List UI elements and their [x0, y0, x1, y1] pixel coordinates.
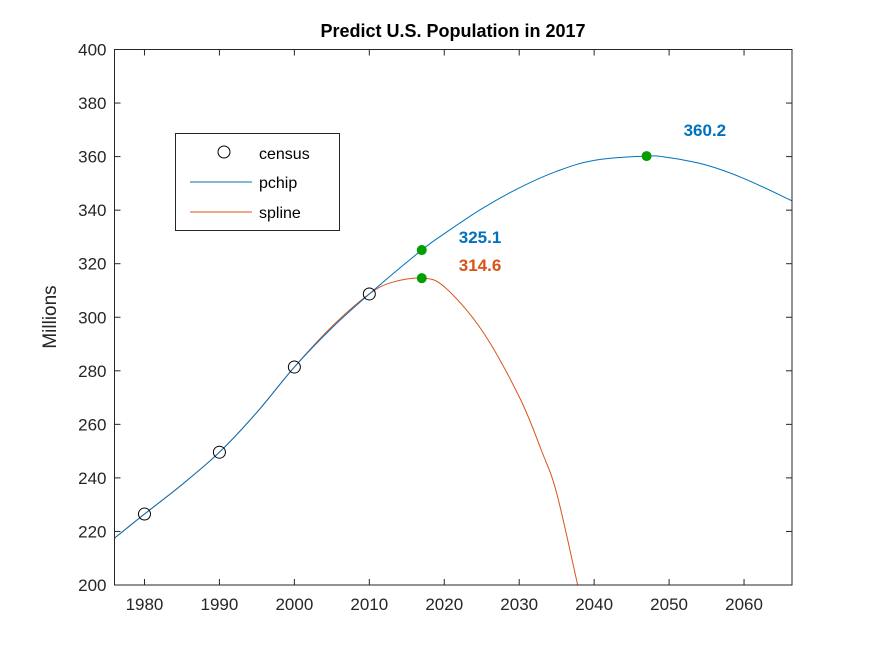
legend-pchip-label: pchip: [259, 175, 297, 192]
legend-spline-label: spline: [259, 205, 301, 222]
y-tick-label: 280: [78, 362, 106, 381]
x-tick-label: 2040: [575, 595, 613, 614]
legend-census-label: census: [259, 146, 310, 163]
x-tick-label: 2030: [500, 595, 538, 614]
x-tick-label: 1980: [126, 595, 164, 614]
legend: census pchip spline: [175, 133, 340, 231]
x-tick-label: 2020: [425, 595, 463, 614]
y-tick-label: 360: [78, 148, 106, 167]
y-tick-label: 220: [78, 522, 106, 541]
y-tick-label: 320: [78, 255, 106, 274]
y-tick-label: 340: [78, 201, 106, 220]
x-tick-label: 2050: [650, 595, 688, 614]
y-tick-label: 400: [78, 41, 106, 60]
census-point: [137, 507, 151, 521]
census-point: [362, 287, 376, 301]
prediction-label: 325.1: [459, 228, 502, 247]
prediction-label: 314.6: [459, 256, 502, 275]
prediction-marker: [416, 273, 427, 284]
x-tick-label: 1990: [201, 595, 239, 614]
pchip-line: [114, 155, 792, 539]
y-tick-label: 260: [78, 415, 106, 434]
prediction-marker: [416, 245, 427, 256]
prediction-marker: [641, 151, 652, 162]
legend-census-marker: [217, 145, 231, 159]
y-axis-label: Millions: [40, 285, 61, 348]
x-tick-label: 2010: [350, 595, 388, 614]
census-point: [287, 360, 301, 374]
x-tick-label: 2060: [725, 595, 763, 614]
y-tick-label: 380: [78, 94, 106, 113]
spline-line: [114, 277, 579, 585]
y-tick-label: 240: [78, 469, 106, 488]
chart-title: Predict U.S. Population in 2017: [320, 21, 585, 41]
y-tick-label: 200: [78, 576, 106, 595]
census-point: [212, 445, 226, 459]
prediction-label: 360.2: [684, 121, 727, 140]
x-tick-label: 2000: [275, 595, 313, 614]
y-tick-label: 300: [78, 308, 106, 327]
